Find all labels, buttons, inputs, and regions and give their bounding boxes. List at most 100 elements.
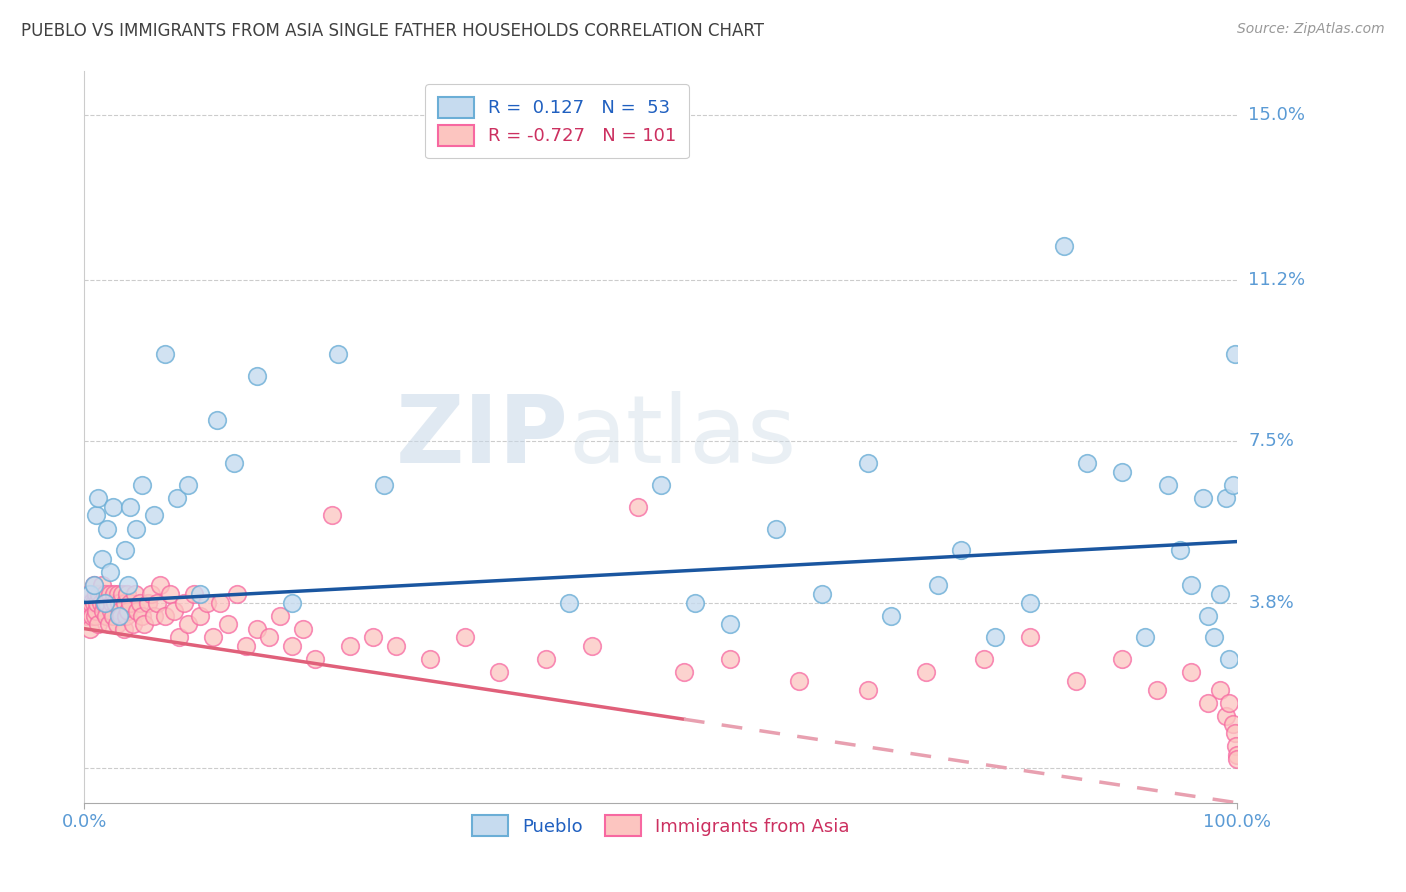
Point [121,617,143,632]
Point [94,595,117,609]
Point [1018,631,1040,645]
Point [134,617,156,632]
Point [326,347,349,361]
Point [188,608,211,623]
Text: ZIP: ZIP [395,391,568,483]
Point [1204,631,1226,645]
Point [89,595,111,609]
Point [131,478,153,492]
Point [183,587,205,601]
Point [96,595,118,609]
Point [1218,696,1240,710]
Text: 3.8%: 3.8% [1249,593,1294,612]
Point [1218,652,1240,666]
Point [115,608,138,623]
Point [718,652,741,666]
Legend: Pueblo, Immigrants from Asia: Pueblo, Immigrants from Asia [463,806,859,845]
Point [98,587,121,601]
Point [91,604,114,618]
Text: 7.5%: 7.5% [1249,433,1295,450]
Point [650,478,672,492]
Point [128,595,150,609]
Text: PUEBLO VS IMMIGRANTS FROM ASIA SINGLE FATHER HOUSEHOLDS CORRELATION CHART: PUEBLO VS IMMIGRANTS FROM ASIA SINGLE FA… [21,22,763,40]
Point [718,617,741,632]
Point [1133,631,1156,645]
Point [488,665,510,680]
Point [1215,708,1237,723]
Point [1226,752,1249,766]
Point [672,665,695,680]
Point [1053,238,1076,252]
Text: Source: ZipAtlas.com: Source: ZipAtlas.com [1237,22,1385,37]
Point [246,622,269,636]
Point [454,631,477,645]
Point [858,682,880,697]
Point [153,347,176,361]
Point [83,608,105,623]
Point [120,595,142,609]
Point [89,587,111,601]
Point [1180,578,1202,592]
Point [858,456,880,470]
Point [1223,347,1246,361]
Point [125,521,148,535]
Point [84,604,107,618]
Point [146,595,169,609]
Point [96,521,118,535]
Text: atlas: atlas [568,391,797,483]
Point [1180,665,1202,680]
Point [101,595,124,609]
Point [127,604,149,618]
Point [281,639,304,653]
Point [257,631,280,645]
Point [373,478,395,492]
Point [124,587,146,601]
Point [131,608,153,623]
Point [166,491,188,505]
Point [202,631,225,645]
Point [195,595,218,609]
Point [205,412,228,426]
Point [141,587,163,601]
Point [1223,726,1246,740]
Point [281,595,304,609]
Point [77,587,100,601]
Point [765,521,787,535]
Point [79,587,101,601]
Point [142,508,165,523]
Point [1111,652,1133,666]
Point [103,500,124,514]
Point [419,652,441,666]
Point [224,456,246,470]
Point [581,639,603,653]
Point [114,543,136,558]
Text: 15.0%: 15.0% [1249,106,1305,124]
Point [949,543,972,558]
Point [1146,682,1168,697]
Point [79,622,101,636]
Point [76,595,98,609]
Point [915,665,938,680]
Point [534,652,557,666]
Point [110,608,132,623]
Point [83,578,105,592]
Point [117,604,139,618]
Point [114,595,136,609]
Point [96,608,118,623]
Point [1215,491,1237,505]
Point [557,595,579,609]
Point [188,587,211,601]
Point [1226,747,1249,762]
Point [1076,456,1098,470]
Point [209,595,232,609]
Point [984,631,1007,645]
Point [361,631,384,645]
Point [100,604,122,618]
Point [84,587,107,601]
Text: 11.2%: 11.2% [1249,271,1306,289]
Point [108,608,131,623]
Point [94,587,117,601]
Point [1018,595,1040,609]
Point [1191,491,1213,505]
Point [108,604,131,618]
